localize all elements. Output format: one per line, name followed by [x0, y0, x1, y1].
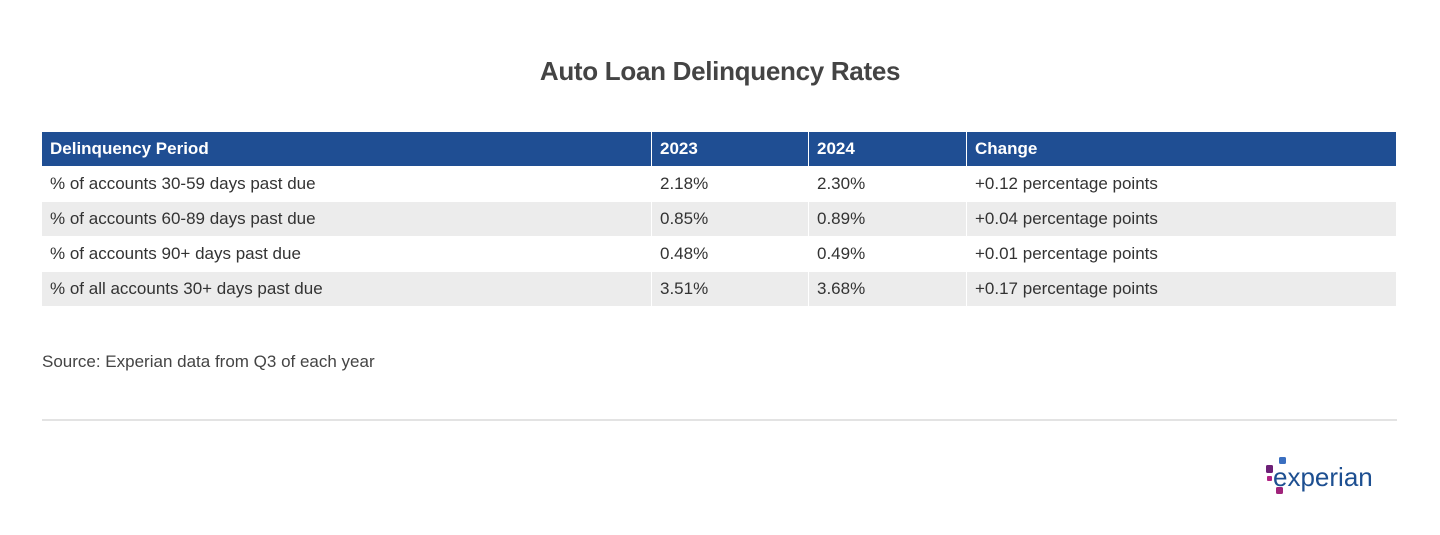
- table-cell: 0.85%: [652, 202, 808, 236]
- divider: [42, 419, 1397, 421]
- column-header: 2023: [652, 132, 808, 166]
- table-cell: % of accounts 90+ days past due: [42, 237, 651, 271]
- logo-dot: [1266, 465, 1273, 473]
- table-cell: 3.51%: [652, 272, 808, 306]
- table-cell: % of all accounts 30+ days past due: [42, 272, 651, 306]
- logo-dot: [1279, 457, 1286, 464]
- column-header: 2024: [809, 132, 966, 166]
- logo-text: experian: [1273, 462, 1373, 492]
- table-cell: 0.49%: [809, 237, 966, 271]
- table-cell: % of accounts 60-89 days past due: [42, 202, 651, 236]
- table-cell: +0.12 percentage points: [967, 167, 1396, 201]
- table: Delinquency Period 2023 2024 Change % of acc…: [42, 132, 1396, 306]
- table-cell: 0.48%: [652, 237, 808, 271]
- table-cell: 0.89%: [809, 202, 966, 236]
- table-cell: 2.18%: [652, 167, 808, 201]
- column-header: Change: [967, 132, 1396, 166]
- table-cell: % of accounts 30-59 days past due: [42, 167, 651, 201]
- table-cell: 2.30%: [809, 167, 966, 201]
- logo-dot: [1276, 487, 1283, 494]
- column-header: Delinquency Period: [42, 132, 651, 166]
- source-note: Source: Experian data from Q3 of each ye…: [42, 352, 375, 371]
- table-cell: +0.17 percentage points: [967, 272, 1396, 306]
- title: Auto Loan Delinquency Rates: [539, 56, 901, 86]
- table-cell: +0.04 percentage points: [967, 202, 1396, 236]
- logo-dot: [1267, 476, 1272, 481]
- table-cell: 3.68%: [809, 272, 966, 306]
- logo: experian: [1266, 457, 1373, 494]
- table-cell: +0.01 percentage points: [967, 237, 1396, 271]
